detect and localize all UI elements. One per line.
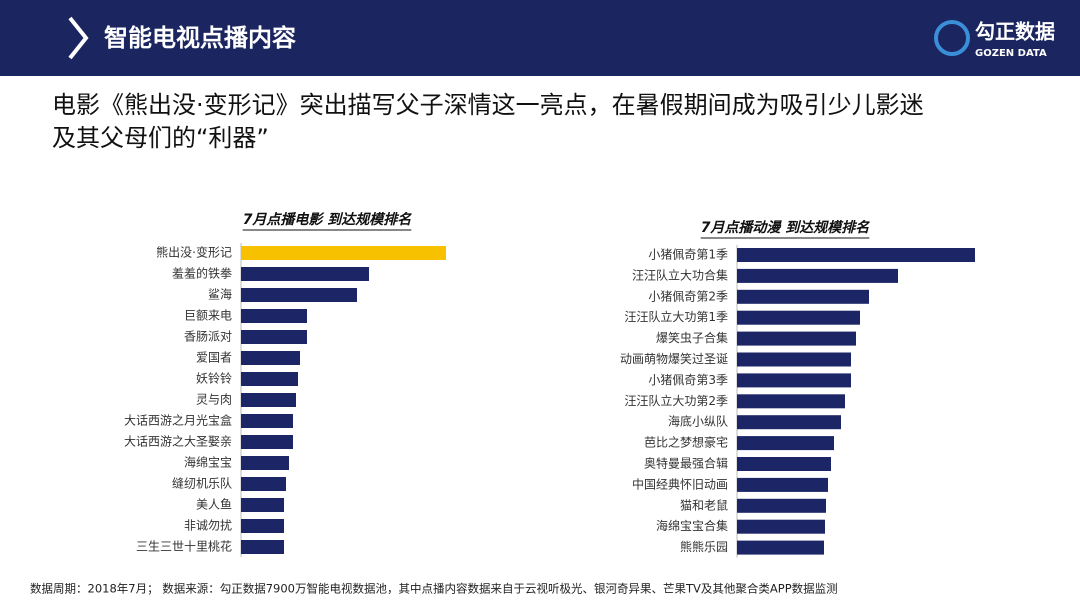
bar (241, 540, 284, 554)
chevron (68, 16, 89, 60)
chart-title: 7月点播电影 到达规模排名 (243, 211, 413, 228)
footer: 数据周期：2018年7月； 数据来源：勾正数据7900万智能电视数据池，其中点播… (30, 582, 838, 596)
category-label: 奥特曼最强合辑 (644, 456, 728, 471)
bar (737, 394, 845, 409)
logo-sub: GOZEN DATA (975, 48, 1047, 59)
category-label: 爆笑虫子合集 (656, 330, 728, 345)
logo-icon (934, 20, 970, 56)
category-label: 大话西游之月光宝盒 (124, 413, 232, 428)
category-label: 熊出没·变形记 (156, 245, 232, 260)
bar (737, 477, 828, 492)
bar (241, 330, 307, 344)
bar (241, 498, 284, 512)
bar (737, 268, 898, 283)
category-label: 海绵宝宝合集 (656, 518, 728, 533)
category-label: 汪汪队立大功第1季 (624, 309, 728, 324)
bar (241, 351, 300, 365)
category-label: 羞羞的铁拳 (172, 266, 232, 281)
bar (241, 393, 296, 407)
category-label: 芭比之梦想豪宅 (644, 435, 728, 450)
bar (737, 540, 824, 555)
bar (241, 477, 286, 491)
category-label: 缝纫机乐队 (172, 476, 232, 491)
category-label: 猫和老鼠 (680, 498, 728, 512)
bar (241, 309, 307, 323)
category-label: 爱国者 (196, 351, 232, 365)
category-label: 汪汪队立大功合集 (632, 267, 728, 282)
bar (737, 331, 856, 346)
bar (241, 246, 446, 260)
header-bar (0, 0, 1080, 76)
bar (241, 414, 293, 428)
bar (241, 372, 298, 386)
category-label: 非诚勿扰 (184, 519, 232, 533)
bar (737, 373, 851, 388)
bar (737, 415, 841, 430)
header-title: 智能电视点播内容 (104, 24, 296, 52)
bar (737, 498, 826, 513)
category-label: 动画萌物爆笑过圣诞 (620, 351, 728, 366)
chart-title: 7月点播动漫 到达规模排名 (701, 219, 871, 236)
category-label: 熊熊乐园 (680, 539, 728, 554)
logo-name: 勾正数据 (975, 20, 1055, 44)
category-label: 巨额来电 (184, 309, 232, 323)
bar (737, 310, 860, 325)
category-label: 妖铃铃 (196, 371, 232, 386)
category-label: 小猪佩奇第1季 (648, 248, 728, 262)
bar (737, 352, 851, 367)
bar (737, 289, 869, 304)
headline: 电影《熊出没·变形记》突出描写父子深情这一亮点，在暑假期间成为吸引少儿影迷 (52, 91, 924, 119)
category-label: 小猪佩奇第2季 (648, 289, 728, 303)
category-label: 香肠派对 (184, 330, 232, 344)
bar (241, 288, 357, 302)
bar (241, 456, 289, 470)
category-label: 小猪佩奇第3季 (648, 373, 728, 387)
category-label: 汪汪队立大功第2季 (624, 393, 728, 408)
category-label: 海绵宝宝 (184, 455, 232, 470)
bar (737, 436, 834, 451)
category-label: 海底小纵队 (668, 414, 728, 429)
bar (241, 519, 284, 533)
category-label: 美人鱼 (196, 498, 232, 512)
category-label: 三生三世十里桃花 (136, 539, 232, 554)
bar (737, 457, 831, 471)
category-label: 鲨海 (208, 287, 232, 302)
bar (737, 248, 975, 262)
bar (241, 435, 293, 449)
category-label: 中国经典怀旧动画 (632, 476, 728, 491)
bar (241, 267, 369, 281)
category-label: 灵与肉 (196, 393, 232, 407)
bar (737, 519, 825, 534)
headline: 及其父母们的“利器” (52, 124, 269, 152)
category-label: 大话西游之大圣娶亲 (124, 435, 232, 449)
